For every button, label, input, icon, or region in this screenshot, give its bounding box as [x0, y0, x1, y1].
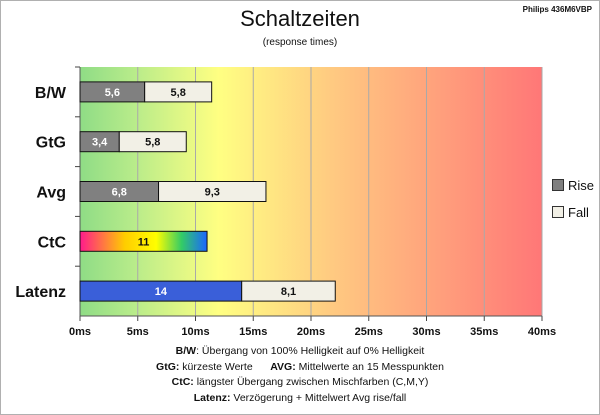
category-label: GtG [36, 135, 66, 152]
note-ctc: CtC: längster Übergang zwischen Mischfar… [171, 376, 429, 388]
bar-fall [118, 131, 187, 153]
data-label: 11 [138, 236, 150, 248]
note-latenz: Latenz: Verzögerung + Mittelwert Avg ris… [193, 391, 407, 404]
monitor-model: Philips 436M6VBP [522, 5, 592, 14]
chart-subtitle: (response times) [262, 37, 338, 48]
data-label: 5,8 [171, 87, 186, 99]
data-label: 14 [155, 286, 168, 298]
legend-rise-label: Rise [568, 178, 595, 193]
x-tick-label: 25ms [355, 326, 383, 338]
legend-fall-swatch [552, 206, 564, 218]
x-tick-label: 5ms [127, 326, 149, 338]
bar-fall [144, 81, 213, 103]
note-gtg-avg: GtG: kürzeste Werte AVG: Mittelwerte an … [156, 360, 444, 373]
data-label: 5,6 [105, 87, 120, 99]
x-tick-label: 40ms [528, 326, 556, 338]
x-tick-label: 10ms [181, 326, 209, 338]
legend-rise-swatch [552, 179, 564, 191]
data-label: 9,3 [205, 187, 220, 199]
data-label: 3,4 [92, 137, 108, 149]
category-label: Latenz [15, 284, 66, 301]
x-tick-label: 0ms [69, 326, 91, 338]
notes: B/W: Übergang von 100% Helligkeit auf 0%… [0, 344, 600, 406]
x-tick-label: 15ms [239, 326, 267, 338]
legend-fall: Fall [552, 205, 589, 220]
chart-title: Schaltzeiten [240, 6, 360, 31]
category-label: Avg [36, 185, 66, 202]
bar-fall [241, 280, 336, 302]
category-label: B/W [35, 85, 67, 102]
category-label: CtC [38, 234, 67, 251]
data-label: 8,1 [281, 286, 296, 298]
data-label: 6,8 [112, 187, 127, 199]
x-tick-label: 30ms [412, 326, 440, 338]
x-tick-label: 35ms [470, 326, 498, 338]
bar-rise [79, 230, 208, 252]
legend-fall-label: Fall [568, 205, 589, 220]
data-label: 5,8 [145, 137, 160, 149]
bar-fall [158, 181, 267, 202]
note-bw: B/W: Übergang von 100% Helligkeit auf 0%… [175, 345, 425, 357]
legend-rise: Rise [552, 178, 594, 193]
x-tick-label: 20ms [297, 326, 325, 338]
